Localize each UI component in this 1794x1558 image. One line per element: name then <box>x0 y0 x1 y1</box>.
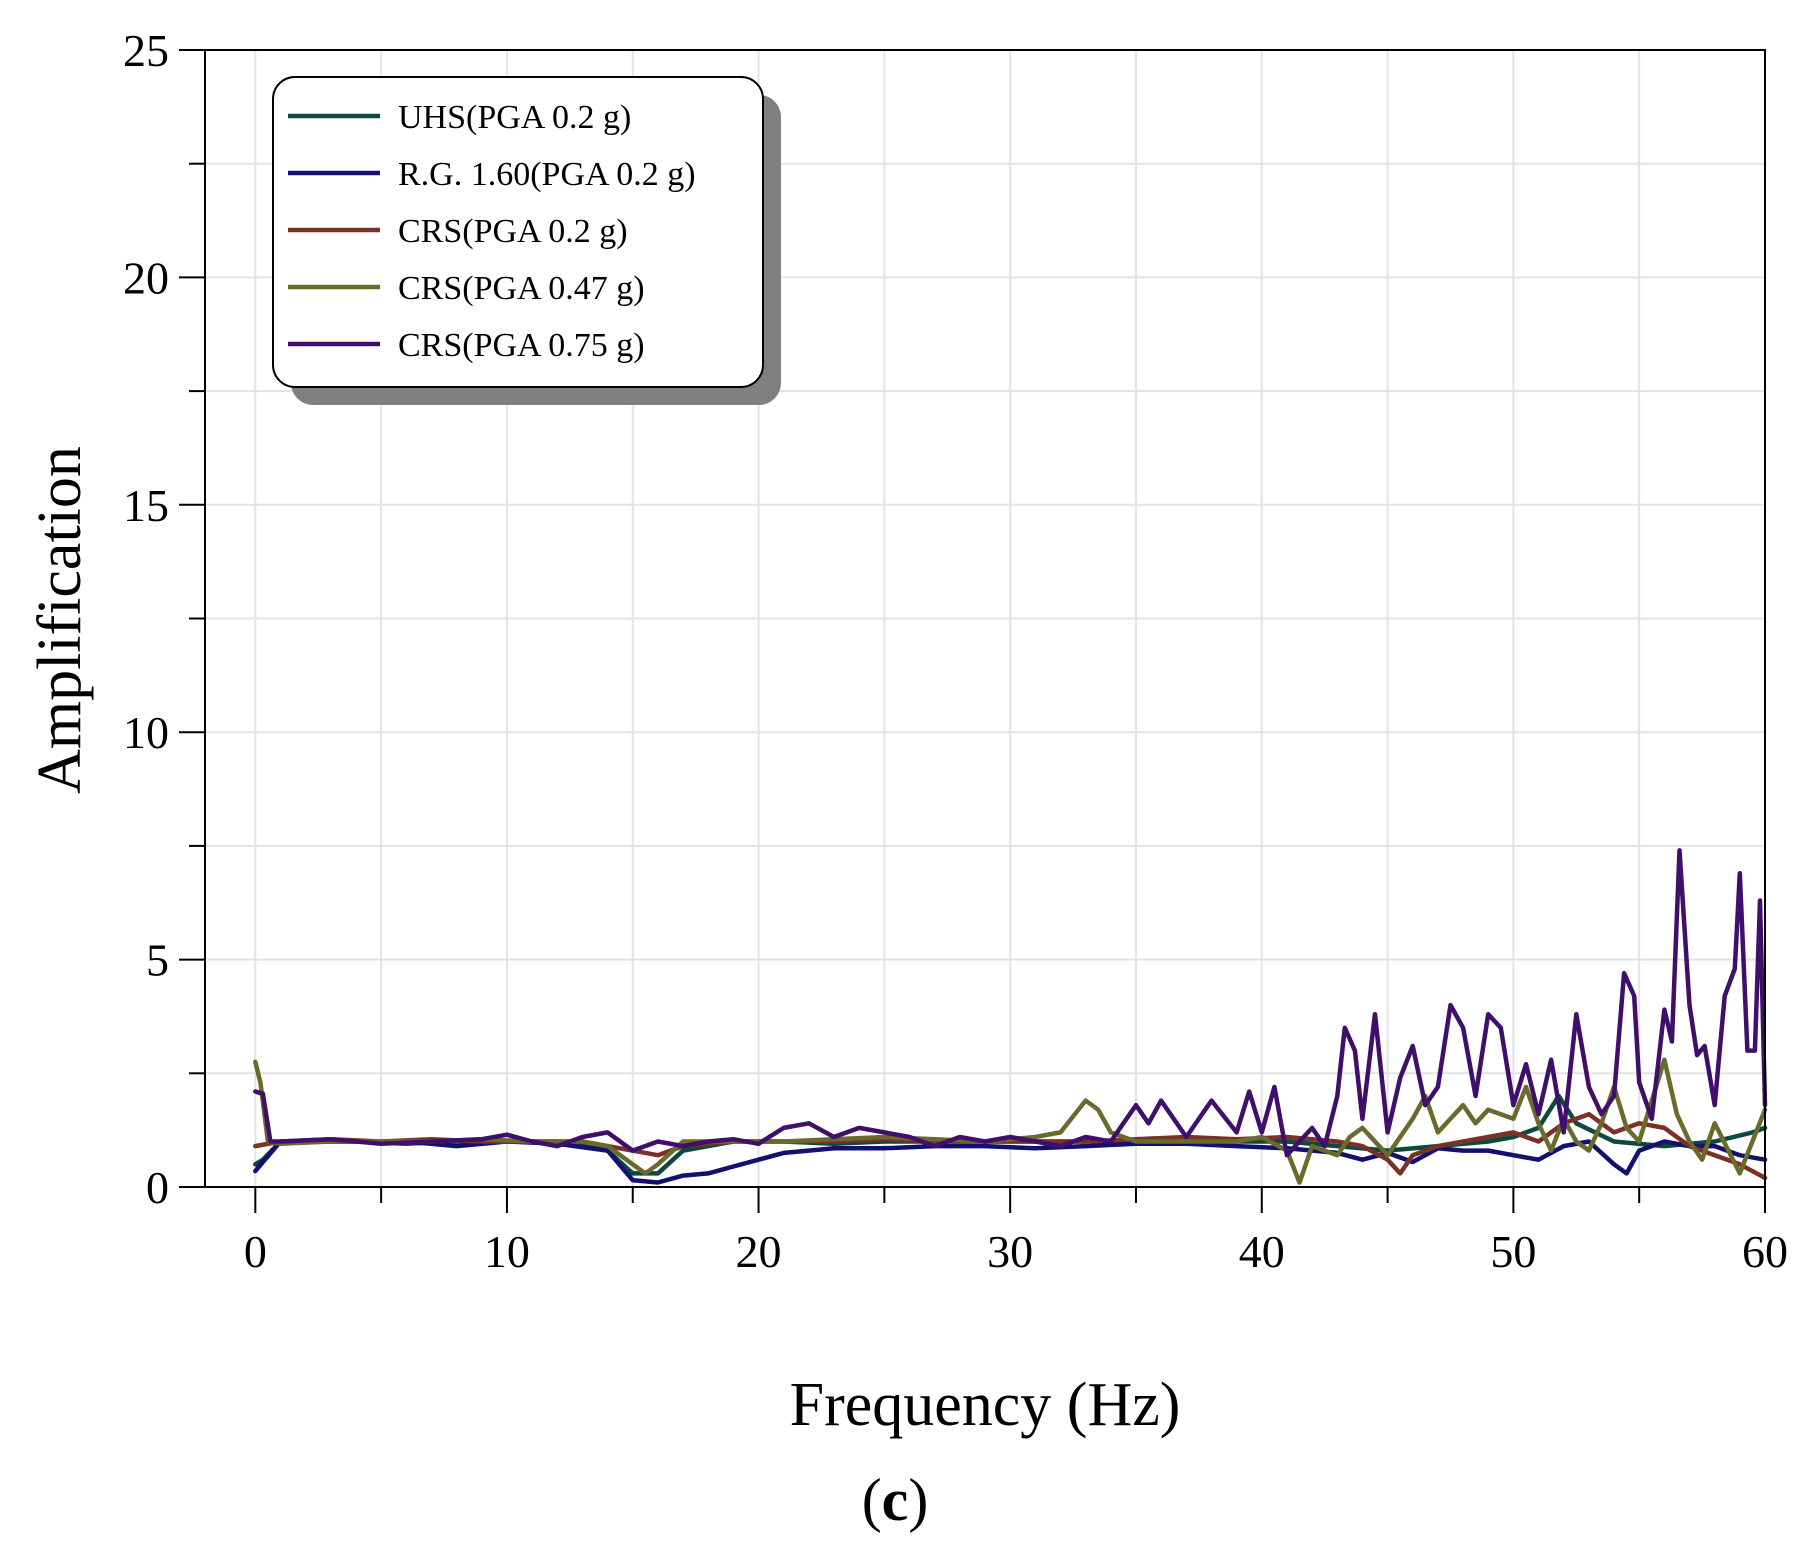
legend-label: R.G. 1.60(PGA 0.2 g) <box>398 156 696 193</box>
x-tick-label: 20 <box>736 1226 782 1277</box>
y-tick-label: 25 <box>123 25 169 76</box>
y-tick-label: 5 <box>146 935 169 986</box>
legend-entries: UHS(PGA 0.2 g) R.G. 1.60(PGA 0.2 g) CRS(PG… <box>288 99 696 364</box>
legend-label: CRS(PGA 0.47 g) <box>398 270 645 307</box>
y-tick-label: 10 <box>123 707 169 758</box>
y-tick-label: 20 <box>123 252 169 303</box>
x-tick-label: 30 <box>987 1226 1033 1277</box>
series-line-4 <box>253 1057 1768 1185</box>
figure-caption: (c) <box>862 1467 929 1533</box>
ticks: 0 10 20 30 40 50 60 0 5 10 15 20 25 <box>123 25 1788 1277</box>
x-tick-label: 60 <box>1742 1226 1788 1277</box>
legend-label: CRS(PGA 0.75 g) <box>398 327 645 364</box>
x-tick-label: 10 <box>484 1226 530 1277</box>
x-tick-label: 0 <box>244 1226 267 1277</box>
series-layer <box>253 848 1768 1185</box>
y-tick-label: 0 <box>146 1162 169 1213</box>
caption-close-paren: ) <box>908 1467 928 1533</box>
x-axis-title: Frequency (Hz) <box>790 1371 1181 1439</box>
legend-label: CRS(PGA 0.2 g) <box>398 213 628 250</box>
y-axis-title: Amplification <box>26 446 94 794</box>
y-tick-label: 15 <box>123 480 169 531</box>
series-line-5 <box>253 848 1768 1158</box>
legend: UHS(PGA 0.2 g) R.G. 1.60(PGA 0.2 g) CRS(PG… <box>272 76 781 405</box>
x-tick-label: 40 <box>1239 1226 1285 1277</box>
caption-letter: c <box>882 1467 909 1533</box>
legend-label: UHS(PGA 0.2 g) <box>398 99 631 136</box>
x-tick-label: 50 <box>1490 1226 1536 1277</box>
caption-open-paren: ( <box>862 1467 882 1533</box>
legend-box <box>272 76 764 388</box>
